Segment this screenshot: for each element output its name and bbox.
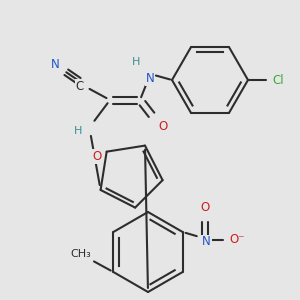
- Text: H: H: [74, 126, 82, 136]
- Text: O: O: [200, 202, 209, 214]
- Text: N: N: [202, 236, 211, 248]
- Text: C: C: [76, 80, 84, 92]
- Text: Cl: Cl: [272, 74, 284, 86]
- Text: O: O: [92, 150, 101, 163]
- Text: O: O: [158, 121, 168, 134]
- Text: N: N: [146, 73, 154, 85]
- Text: CH₃: CH₃: [70, 249, 91, 259]
- Text: H: H: [132, 57, 140, 67]
- Text: O⁻: O⁻: [229, 233, 244, 247]
- Text: N: N: [51, 58, 59, 70]
